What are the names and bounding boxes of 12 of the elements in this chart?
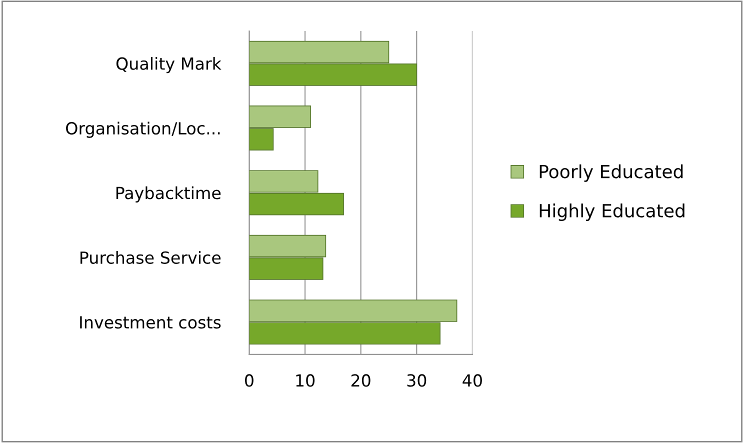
x-tick-label: 20 — [351, 374, 370, 387]
y-tick-label: Quality Mark — [116, 57, 222, 74]
legend-label: Poorly Educated — [540, 164, 683, 182]
y-tick-label: Organisation/Loc... — [66, 122, 220, 138]
legend-label: Highly Educated — [540, 204, 684, 222]
x-tick-label: 0 — [245, 374, 254, 387]
y-tick-label: Paybacktime — [116, 186, 221, 203]
y-tick-label: Investment costs — [80, 316, 221, 329]
x-tick-label: 40 — [462, 374, 482, 387]
y-tick-label: Purchase Service — [80, 251, 221, 264]
x-tick-label: 10 — [296, 374, 315, 387]
x-tick-label: 30 — [407, 374, 426, 387]
